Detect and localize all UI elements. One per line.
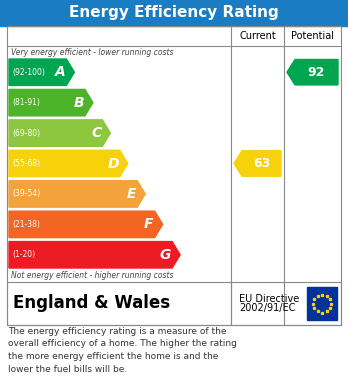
Bar: [7, 282, 341, 325]
Text: G: G: [160, 248, 171, 262]
Text: Energy Efficiency Rating: Energy Efficiency Rating: [69, 5, 279, 20]
Text: The energy efficiency rating is a measure of the
overall efficiency of a home. T: The energy efficiency rating is a measur…: [8, 327, 237, 373]
Text: Potential: Potential: [291, 31, 334, 41]
Text: E: E: [127, 187, 136, 201]
Text: (81-91): (81-91): [12, 98, 40, 107]
Bar: [0, 0, 348, 26]
Text: EU Directive: EU Directive: [239, 294, 299, 303]
Text: Not energy efficient - higher running costs: Not energy efficient - higher running co…: [11, 271, 174, 280]
Text: 63: 63: [253, 157, 270, 170]
Text: Very energy efficient - lower running costs: Very energy efficient - lower running co…: [11, 48, 174, 57]
Text: 92: 92: [308, 66, 325, 79]
Text: (39-54): (39-54): [12, 189, 40, 198]
Text: A: A: [55, 65, 65, 79]
Text: F: F: [144, 217, 154, 231]
Text: B: B: [73, 96, 84, 109]
Bar: [7, 26, 341, 325]
Polygon shape: [9, 59, 74, 85]
Polygon shape: [9, 120, 110, 146]
Text: C: C: [91, 126, 101, 140]
Text: England & Wales: England & Wales: [13, 294, 170, 312]
Polygon shape: [287, 59, 338, 85]
Text: (1-20): (1-20): [12, 250, 35, 259]
Text: (21-38): (21-38): [12, 220, 40, 229]
Polygon shape: [234, 151, 281, 176]
Bar: [307, 287, 337, 320]
Text: (69-80): (69-80): [12, 129, 40, 138]
Text: Current: Current: [239, 31, 276, 41]
Text: 2002/91/EC: 2002/91/EC: [239, 303, 295, 314]
Polygon shape: [9, 90, 93, 116]
Text: D: D: [107, 156, 119, 170]
Polygon shape: [9, 150, 128, 177]
Polygon shape: [9, 181, 145, 207]
Polygon shape: [9, 242, 180, 268]
Text: (55-68): (55-68): [12, 159, 40, 168]
Text: (92-100): (92-100): [12, 68, 45, 77]
Polygon shape: [9, 211, 163, 238]
